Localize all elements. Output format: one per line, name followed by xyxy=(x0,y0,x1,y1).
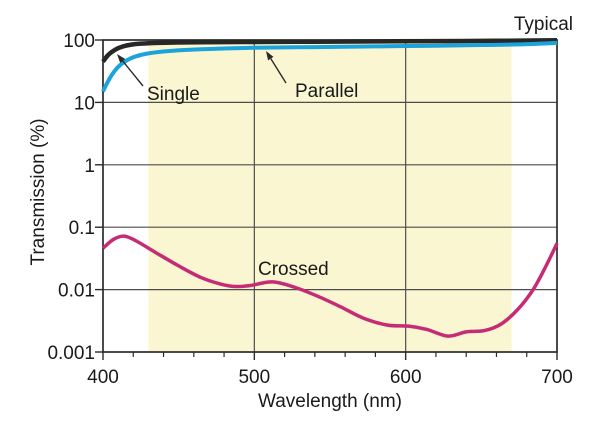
annotations-group: Typical Single Parallel Crossed xyxy=(117,14,573,280)
annotation-label-parallel: Parallel xyxy=(295,81,358,102)
x-tick-label: 700 xyxy=(541,367,573,388)
y-tick-label: 1 xyxy=(84,156,95,177)
y-tick-label: 0.1 xyxy=(69,218,95,239)
series-curve-parallel xyxy=(101,40,558,93)
annotation-arrow-line xyxy=(122,60,144,87)
x-axis-title: Wavelength (nm) xyxy=(258,391,402,412)
series-curve-single xyxy=(101,38,558,63)
annotation-arrowhead-icon xyxy=(117,54,126,64)
annotation-label-crossed: Crossed xyxy=(258,259,329,280)
x-tick-label: 600 xyxy=(390,367,422,388)
annotation-label-typical: Typical xyxy=(514,14,573,35)
series-curves-group xyxy=(101,38,559,338)
y-tick-label: 0.01 xyxy=(58,281,95,302)
axis-titles-group: Wavelength (nm) Transmission (%) xyxy=(28,118,402,412)
tick-labels-group: 400 500 600 700 100 10 1 0.1 0.01 0.001 xyxy=(47,31,572,388)
y-tick-label: 0.001 xyxy=(47,343,95,364)
annotation-arrowhead-icon xyxy=(266,51,274,61)
annotation-label-single: Single xyxy=(147,84,200,105)
y-tick-label: 10 xyxy=(74,93,95,114)
gridlines-group xyxy=(103,40,557,352)
y-tick-label: 100 xyxy=(63,31,95,52)
series-curve-crossed xyxy=(101,234,559,338)
x-tick-label: 400 xyxy=(87,367,119,388)
y-axis-title: Transmission (%) xyxy=(28,118,49,265)
axis-ticks-group xyxy=(95,39,558,360)
x-tick-label: 500 xyxy=(238,367,270,388)
annotation-arrow-line xyxy=(270,58,287,84)
